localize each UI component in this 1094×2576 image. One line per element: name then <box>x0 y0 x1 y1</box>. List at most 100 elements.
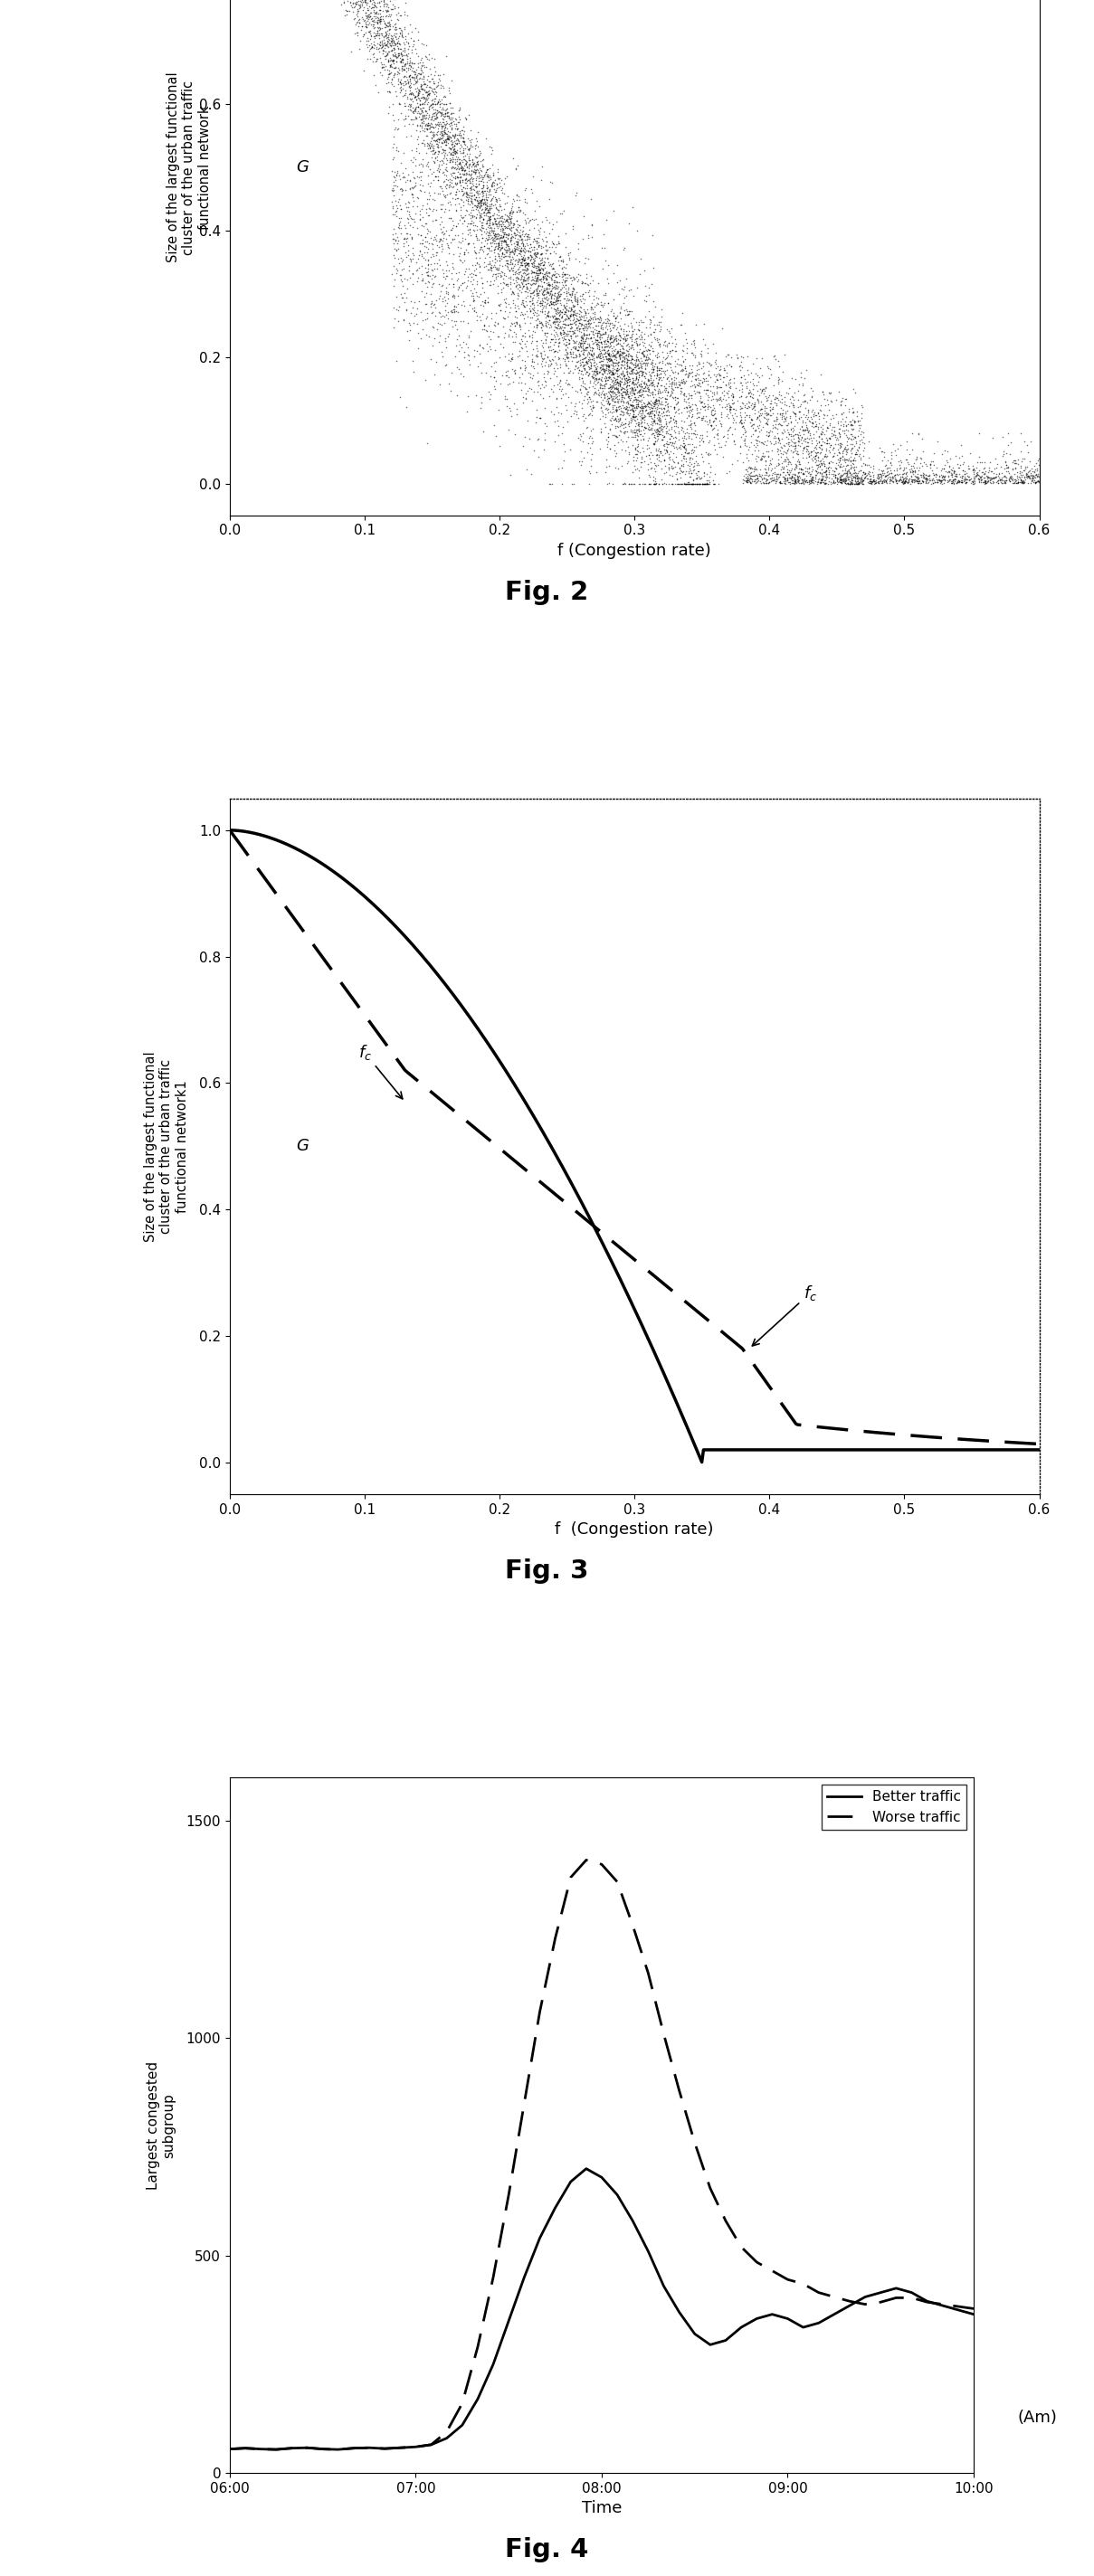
Point <box>477 209 494 250</box>
Point <box>443 88 461 129</box>
Point <box>625 397 642 438</box>
Point <box>501 250 519 291</box>
Point <box>801 379 818 420</box>
Point <box>468 242 486 283</box>
Point <box>459 173 477 214</box>
Point <box>395 64 412 106</box>
Point <box>732 355 749 397</box>
Point <box>446 152 464 193</box>
Point <box>837 379 854 420</box>
Point <box>594 335 612 376</box>
Point <box>622 464 640 505</box>
Point <box>449 118 466 160</box>
Point <box>635 368 652 410</box>
Point <box>463 147 480 188</box>
Point <box>533 242 550 283</box>
Point <box>490 283 508 325</box>
Point <box>835 453 852 495</box>
Point <box>764 456 781 497</box>
Point <box>345 0 362 8</box>
Point <box>468 263 486 304</box>
Point <box>608 417 626 459</box>
Point <box>593 358 610 399</box>
Point <box>431 93 449 134</box>
Point <box>685 446 702 487</box>
Point <box>411 214 429 255</box>
Point <box>782 420 800 461</box>
Point <box>985 417 1002 459</box>
Point <box>467 147 485 188</box>
Point <box>742 448 759 489</box>
Point <box>537 304 555 345</box>
Point <box>571 286 589 327</box>
Point <box>683 407 700 448</box>
Point <box>639 361 656 402</box>
Point <box>657 407 675 448</box>
Point <box>703 384 721 425</box>
Point <box>967 453 985 495</box>
Point <box>1013 464 1031 505</box>
Point <box>691 415 709 456</box>
Point <box>815 374 833 415</box>
Point <box>549 281 567 322</box>
Point <box>545 276 562 317</box>
Point <box>492 188 510 229</box>
Point <box>642 301 660 343</box>
Point <box>650 381 667 422</box>
Point <box>521 216 538 258</box>
Point <box>464 204 481 245</box>
Point <box>385 307 403 348</box>
Point <box>582 332 600 374</box>
Point <box>780 422 798 464</box>
Point <box>683 443 700 484</box>
Point <box>493 355 511 397</box>
Point <box>973 456 990 497</box>
Point <box>656 412 674 453</box>
Point <box>581 270 598 312</box>
Point <box>660 443 677 484</box>
Point <box>396 183 414 224</box>
Point <box>795 453 813 495</box>
Point <box>562 289 580 330</box>
Point <box>442 116 459 157</box>
Point <box>388 229 406 270</box>
Point <box>414 100 431 142</box>
Point <box>410 93 428 134</box>
Point <box>609 345 627 386</box>
Point <box>746 389 764 430</box>
Point <box>839 461 857 502</box>
Point <box>642 412 660 453</box>
Point <box>503 211 521 252</box>
Point <box>365 3 383 44</box>
Point <box>601 384 618 425</box>
Point <box>950 459 967 500</box>
Point <box>610 386 628 428</box>
Point <box>592 322 609 363</box>
Point <box>482 209 500 250</box>
Point <box>829 440 847 482</box>
Point <box>608 325 626 366</box>
Point <box>615 337 632 379</box>
Point <box>509 276 526 317</box>
Point <box>516 317 534 358</box>
Y-axis label: Largest congested
subgroup: Largest congested subgroup <box>147 2061 176 2190</box>
Point <box>657 384 675 425</box>
Point <box>453 149 470 191</box>
Point <box>615 371 632 412</box>
Point <box>640 330 657 371</box>
Point <box>639 428 656 469</box>
Point <box>488 255 505 296</box>
Point <box>602 314 619 355</box>
Point <box>536 366 554 407</box>
Point <box>741 459 758 500</box>
Point <box>841 402 859 443</box>
Point <box>411 170 429 211</box>
Point <box>420 85 438 126</box>
Point <box>570 397 587 438</box>
Point <box>512 255 529 296</box>
Point <box>400 36 418 77</box>
Point <box>609 448 627 489</box>
Point <box>609 332 627 374</box>
Point <box>619 340 637 381</box>
Point <box>545 283 562 325</box>
